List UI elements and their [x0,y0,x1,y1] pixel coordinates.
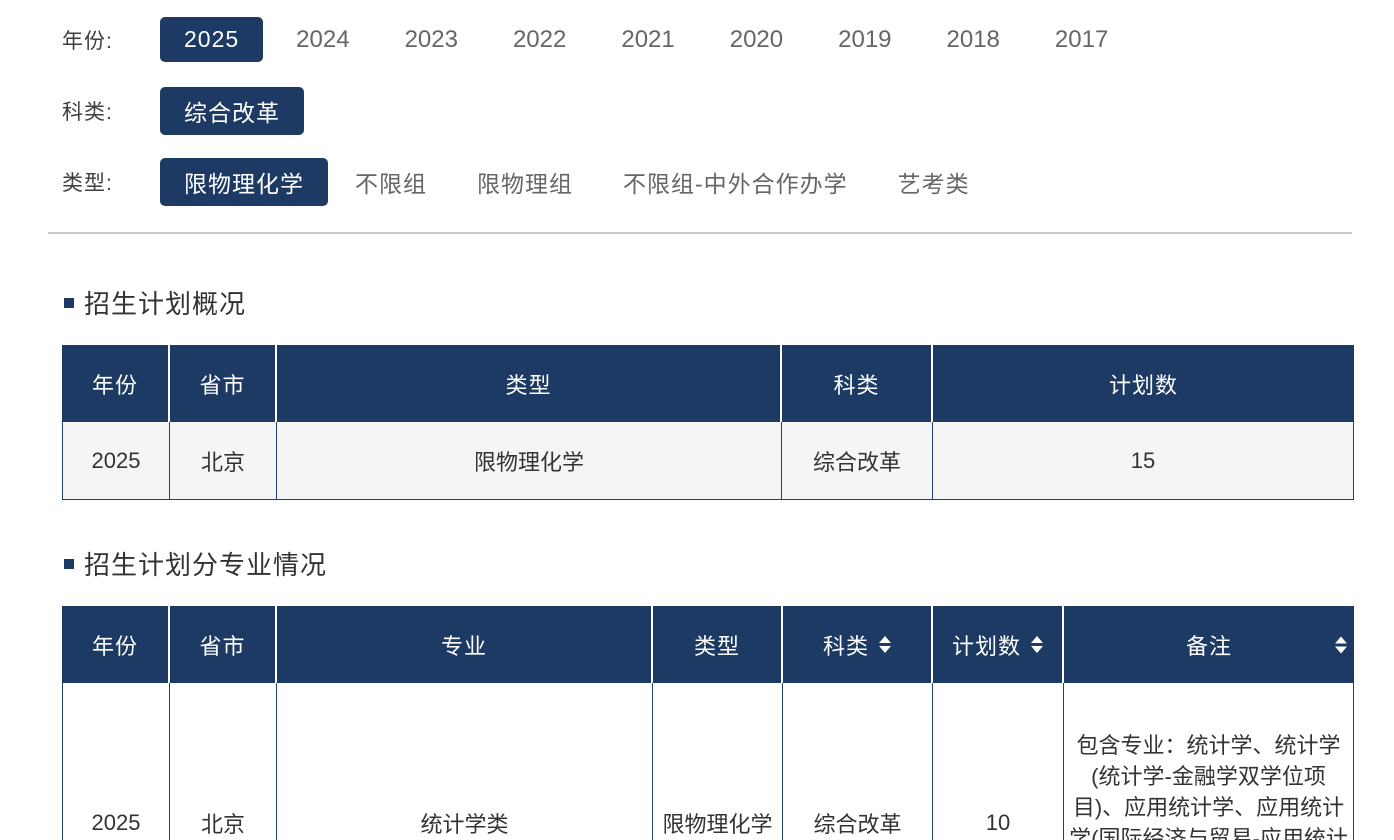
majors-header-plan-count-label: 计划数 [951,633,1021,659]
sort-up-icon [1031,636,1043,643]
sort-icon[interactable] [879,636,891,653]
sort-up-icon [1335,636,1347,643]
majors-header-type: 类型 [653,606,783,683]
overview-cell-type: 限物理化学 [277,422,782,500]
year-option-2023[interactable]: 2023 [404,25,458,53]
year-option-2017[interactable]: 2017 [1054,25,1109,53]
overview-header-province: 省市 [170,345,277,422]
majors-cell-year: 2025 [62,683,170,840]
majors-cell-plan-count: 10 [933,683,1064,840]
type-option-3[interactable]: 不限组-中外合作办学 [623,165,848,199]
majors-title-text: 招生计划分专业情况 [84,550,328,580]
majors-cell-remark: 包含专业：统计学、统计学(统计学-金融学双学位项目)、应用统计学、应用统计学(国… [1064,683,1354,840]
year-option-2024[interactable]: 2024 [296,25,350,53]
overview-header-plan-count: 计划数 [933,345,1354,422]
subject-options: 综合改革 [160,87,331,135]
year-filter-label: 年份: [62,29,113,53]
type-filter-label: 类型: [62,172,113,195]
overview-title-text: 招生计划概况 [84,289,247,319]
overview-header-year: 年份 [62,345,170,422]
majors-cell-type: 限物理化学 [653,683,783,840]
majors-header-province: 省市 [170,606,277,683]
majors-header-year: 年份 [62,606,170,683]
majors-cell-subject: 综合改革 [783,683,933,840]
sort-up-icon [879,636,891,643]
year-options: 2025 2024 2023 2022 2021 2020 2019 2018 … [160,17,1163,62]
subject-filter-label: 科类: [62,101,113,124]
majors-header-remark-label: 备注 [1185,633,1232,659]
square-bullet-icon [64,297,74,308]
type-options: 限物理化学 不限组 限物理组 不限组-中外合作办学 艺考类 [160,158,1020,206]
majors-header-remark[interactable]: 备注 [1064,606,1354,683]
sort-down-icon [879,646,891,653]
type-option-2[interactable]: 限物理组 [477,165,573,199]
year-option-2022[interactable]: 2022 [512,25,567,53]
majors-header-major: 专业 [277,606,653,683]
year-option-2019[interactable]: 2019 [838,25,892,53]
subject-filter-row: 科类: 综合改革 [62,87,1394,135]
filter-panel: 年份: 2025 2024 2023 2022 2021 2020 2019 2… [0,0,1394,206]
sort-icon[interactable] [1031,636,1043,653]
year-option-2020[interactable]: 2020 [729,25,784,53]
type-option-selected[interactable]: 限物理化学 [160,158,328,206]
overview-section-title: 招生计划概况 [64,284,1394,321]
year-filter-row: 年份: 2025 2024 2023 2022 2021 2020 2019 2… [62,17,1394,62]
year-option-2018[interactable]: 2018 [946,25,1000,53]
majors-section: 招生计划分专业情况 年份 省市 专业 类型 科类 [0,545,1394,840]
majors-table: 年份 省市 专业 类型 科类 [62,606,1354,840]
overview-cell-plan-count: 15 [933,422,1354,500]
majors-header-subject[interactable]: 科类 [783,606,933,683]
overview-cell-province: 北京 [170,422,277,500]
square-bullet-icon [64,558,74,569]
majors-cell-major: 统计学类 [277,683,653,840]
majors-header-subject-label: 科类 [822,633,869,659]
overview-header-row: 年份 省市 类型 科类 计划数 [62,345,1354,422]
overview-cell-year: 2025 [62,422,170,500]
table-row: 2025 北京 限物理化学 综合改革 15 [62,422,1354,500]
majors-cell-province: 北京 [170,683,277,840]
overview-table: 年份 省市 类型 科类 计划数 2025 北京 限物理化学 综合改革 15 [62,345,1354,500]
sort-down-icon [1031,646,1043,653]
sort-icon[interactable] [1335,636,1347,653]
year-option-2021[interactable]: 2021 [621,25,675,53]
year-option-2025-selected[interactable]: 2025 [160,17,264,62]
filter-divider [48,232,1352,234]
type-filter-row: 类型: 限物理化学 不限组 限物理组 不限组-中外合作办学 艺考类 [62,158,1394,206]
majors-section-title: 招生计划分专业情况 [64,545,1394,582]
type-option-4[interactable]: 艺考类 [898,165,970,199]
sort-down-icon [1335,646,1347,653]
table-row: 2025 北京 统计学类 限物理化学 综合改革 10 包含专业：统计学、统计学(… [62,683,1354,840]
overview-header-subject: 科类 [782,345,933,422]
majors-header-plan-count[interactable]: 计划数 [933,606,1064,683]
type-option-1[interactable]: 不限组 [355,165,427,199]
subject-option-selected[interactable]: 综合改革 [160,87,304,135]
overview-section: 招生计划概况 年份 省市 类型 科类 计划数 2025 北京 [0,284,1394,500]
majors-header-row: 年份 省市 专业 类型 科类 [62,606,1354,683]
overview-cell-subject: 综合改革 [782,422,933,500]
overview-header-type: 类型 [277,345,782,422]
